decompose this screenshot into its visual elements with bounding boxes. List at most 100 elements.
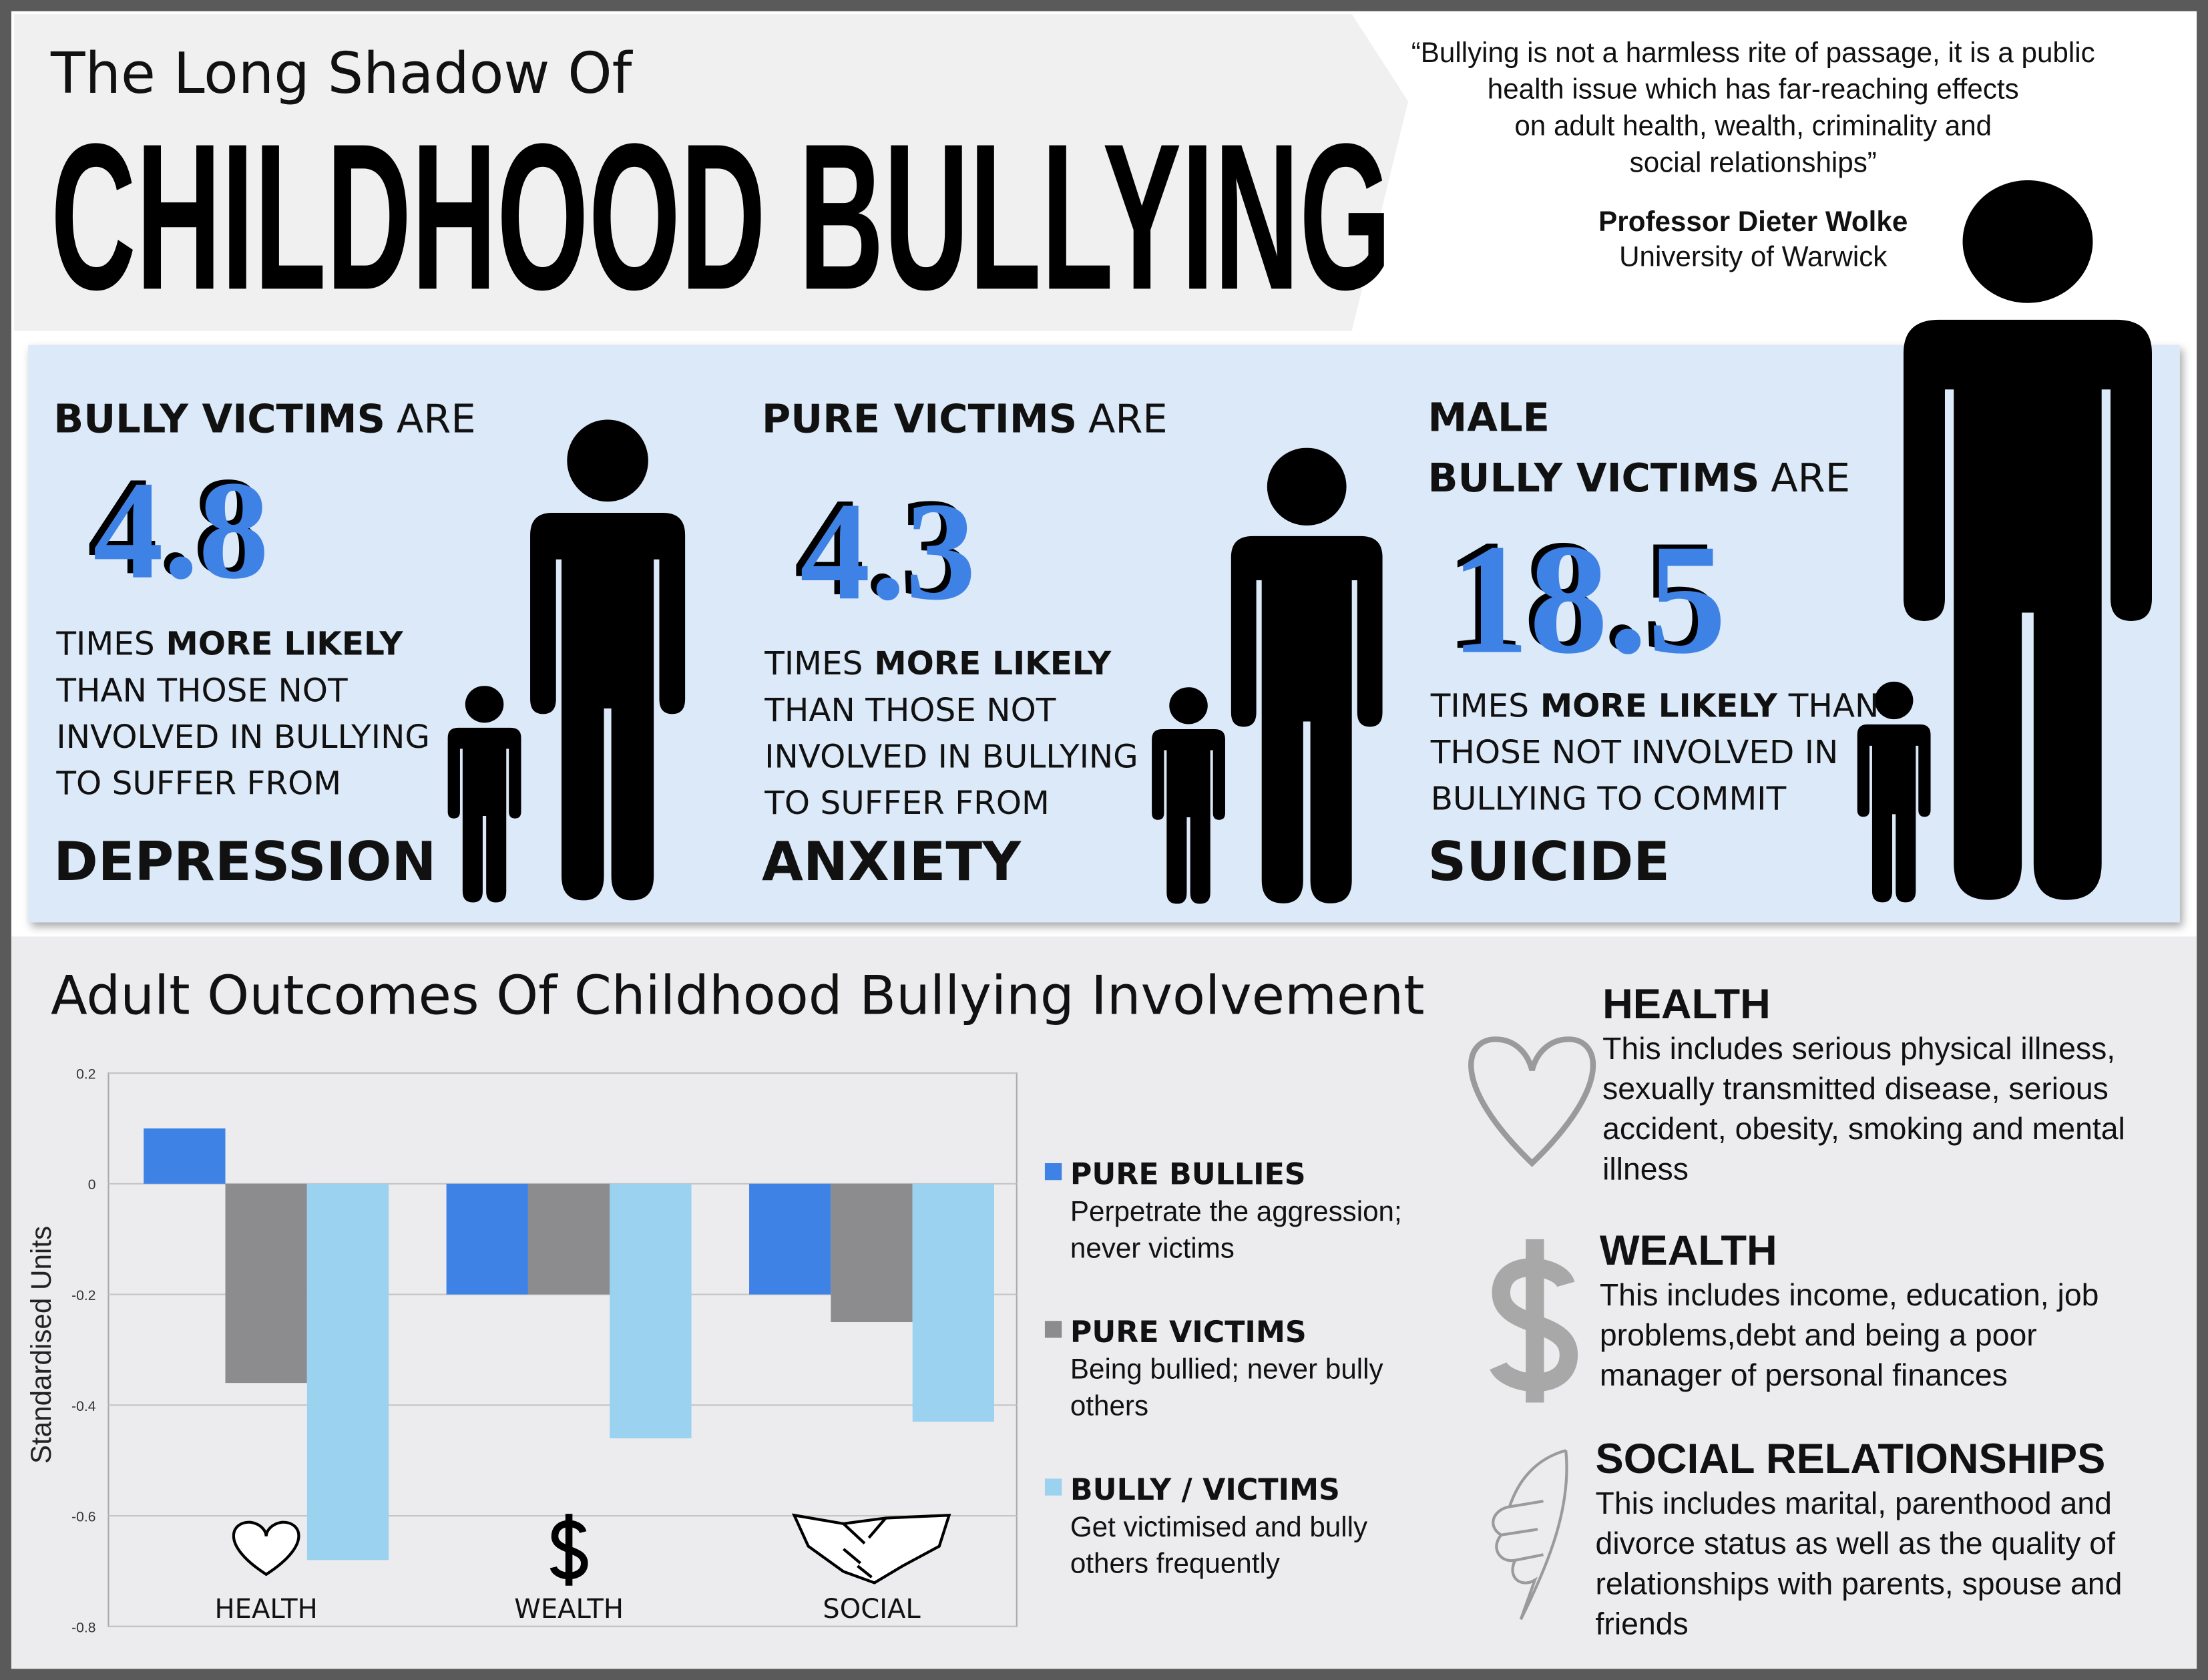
stat-desc: TIMES MORE LIKELY: [55, 626, 403, 663]
chart: Adult Outcomes Of Childhood Bullying Inv…: [25, 964, 1425, 1635]
stat-desc-part: THAN THOSE NOT: [764, 692, 1056, 729]
x-tick-label: SOCIAL: [823, 1594, 921, 1625]
stat-desc: BULLYING TO COMMIT: [1431, 781, 1787, 818]
outcome-line: illness: [1602, 1151, 1689, 1186]
stat-desc: TIMES MORE LIKELY THAN: [1430, 687, 1880, 724]
y-axis-label: Standardised Units: [25, 1226, 57, 1464]
legend-swatch: [1044, 1478, 1062, 1496]
stat-lead-part: ARE: [1771, 455, 1850, 501]
outcome-title: SOCIAL RELATIONSHIPS: [1596, 1436, 2106, 1482]
bar: [527, 1183, 610, 1295]
stat-number: 18.5: [1450, 512, 1726, 686]
y-tick-label: -0.4: [71, 1399, 96, 1414]
x-tick-label: HEALTH: [215, 1594, 318, 1625]
legend-swatch: [1044, 1321, 1062, 1338]
stat-outcome: SUICIDE: [1428, 831, 1670, 893]
bar: [225, 1183, 307, 1384]
legend-name: BULLY / VICTIMS: [1070, 1473, 1340, 1507]
stat-lead-part: PURE VICTIMS: [762, 395, 1077, 441]
bar: [831, 1183, 913, 1323]
stat-desc-part: MORE LIKELY: [874, 645, 1112, 682]
heart-icon: [1468, 1036, 1596, 1167]
outcome-title: HEALTH: [1602, 981, 1771, 1028]
outcome-line: manager of personal finances: [1600, 1357, 2008, 1392]
outcome-line: problems,debt and being a poor: [1600, 1317, 2037, 1352]
stat-desc-part: MORE LIKELY: [166, 626, 404, 663]
outcome-line: relationships with parents, spouse and: [1596, 1566, 2123, 1601]
stat-desc-part: TIMES: [55, 626, 154, 663]
outcome-line: sexually transmitted disease, serious: [1602, 1071, 2109, 1106]
stat-lead-part: BULLY VICTIMS: [53, 395, 385, 441]
bar: [749, 1183, 831, 1295]
outcome-line: accident, obesity, smoking and mental: [1602, 1111, 2125, 1146]
bar: [446, 1183, 528, 1295]
outcome-line: divorce status as well as the quality of: [1596, 1526, 2116, 1560]
outcome-line: This includes income, education, job: [1600, 1277, 2099, 1312]
bar: [912, 1183, 995, 1422]
title-callout: [14, 14, 1409, 331]
stat-desc: THAN THOSE NOT: [55, 672, 348, 709]
stat-lead-part: ARE: [397, 395, 476, 441]
stat-outcome: ANXIETY: [762, 831, 1022, 893]
category-icon: [232, 1520, 300, 1577]
stat-lead-part: MALE: [1428, 394, 1550, 440]
quote: “Bullying is not a harmless rite of pass…: [1411, 37, 2095, 272]
legend-description: others frequently: [1070, 1548, 1280, 1579]
y-tick-label: -0.2: [71, 1288, 95, 1303]
stat-desc-part: TIMES: [764, 645, 863, 682]
stat-desc-part: TIMES: [1430, 687, 1529, 724]
hands-icon: [1492, 1449, 1568, 1621]
outcome-line: friends: [1596, 1606, 1689, 1641]
outcome-line: This includes serious physical illness,: [1602, 1031, 2115, 1066]
legend-description: never victims: [1070, 1232, 1235, 1263]
outcome-line: This includes marital, parenthood and: [1596, 1486, 2112, 1520]
y-tick-label: -0.8: [71, 1620, 95, 1635]
stat-number-shadow: 4.8: [87, 447, 264, 604]
stat-desc: THOSE NOT INVOLVED IN: [1430, 734, 1839, 771]
stats-panel: [28, 345, 2180, 923]
stat-lead: MALE: [1428, 394, 1550, 440]
bar: [610, 1183, 692, 1439]
legend-name: PURE BULLIES: [1070, 1158, 1306, 1192]
stat-desc: INVOLVED IN BULLYING: [764, 738, 1138, 775]
legend-name: PURE VICTIMS: [1070, 1315, 1307, 1349]
quote-line: health issue which has far-reaching effe…: [1488, 73, 2019, 105]
stat-desc-part: TO SUFFER FROM: [764, 785, 1050, 822]
legend-description: others: [1070, 1390, 1148, 1422]
legend-description: Perpetrate the aggression;: [1070, 1195, 1402, 1227]
x-tick-label: WEALTH: [514, 1594, 624, 1625]
stat-desc-part: BULLYING TO COMMIT: [1431, 781, 1787, 818]
stat-lead-part: BULLY VICTIMS: [1428, 455, 1760, 501]
stat-desc-part: THAN THOSE NOT: [55, 672, 348, 709]
stat-desc-part: THAN: [1788, 687, 1880, 724]
y-tick-label: 0: [88, 1177, 96, 1193]
stat-lead: BULLY VICTIMS ARE: [53, 395, 475, 441]
stat-desc-part: TO SUFFER FROM: [55, 765, 341, 802]
quote-author: Professor Dieter Wolke: [1598, 206, 1908, 237]
stat-number: 4.8: [93, 452, 269, 608]
quote-line: on adult health, wealth, criminality and: [1514, 110, 1992, 141]
category-icon: [791, 1513, 951, 1585]
stat-desc: TIMES MORE LIKELY: [764, 645, 1112, 682]
stat-number-shadow: 4.3: [795, 469, 971, 625]
y-tick-label: -0.6: [71, 1510, 95, 1525]
stat-desc-part: THOSE NOT INVOLVED IN: [1430, 734, 1839, 771]
quote-line: social relationships”: [1630, 146, 1877, 178]
chart-title: Adult Outcomes Of Childhood Bullying Inv…: [51, 964, 1425, 1026]
stat-desc: TO SUFFER FROM: [764, 785, 1050, 822]
bar: [306, 1183, 389, 1560]
outcome-title: WEALTH: [1600, 1227, 1777, 1274]
legend-swatch: [1044, 1163, 1062, 1181]
dollar-icon: [1490, 1239, 1578, 1403]
stat-number-shadow: 18.5: [1445, 508, 1721, 682]
quote-affiliation: University of Warwick: [1619, 241, 1888, 272]
subtitle: The Long Shadow Of: [50, 41, 634, 106]
stat-outcome: DEPRESSION: [53, 831, 436, 893]
legend-description: Being bullied; never bully: [1070, 1353, 1383, 1385]
y-tick-label: 0.2: [76, 1066, 95, 1082]
stat-desc-part: MORE LIKELY: [1540, 687, 1778, 724]
